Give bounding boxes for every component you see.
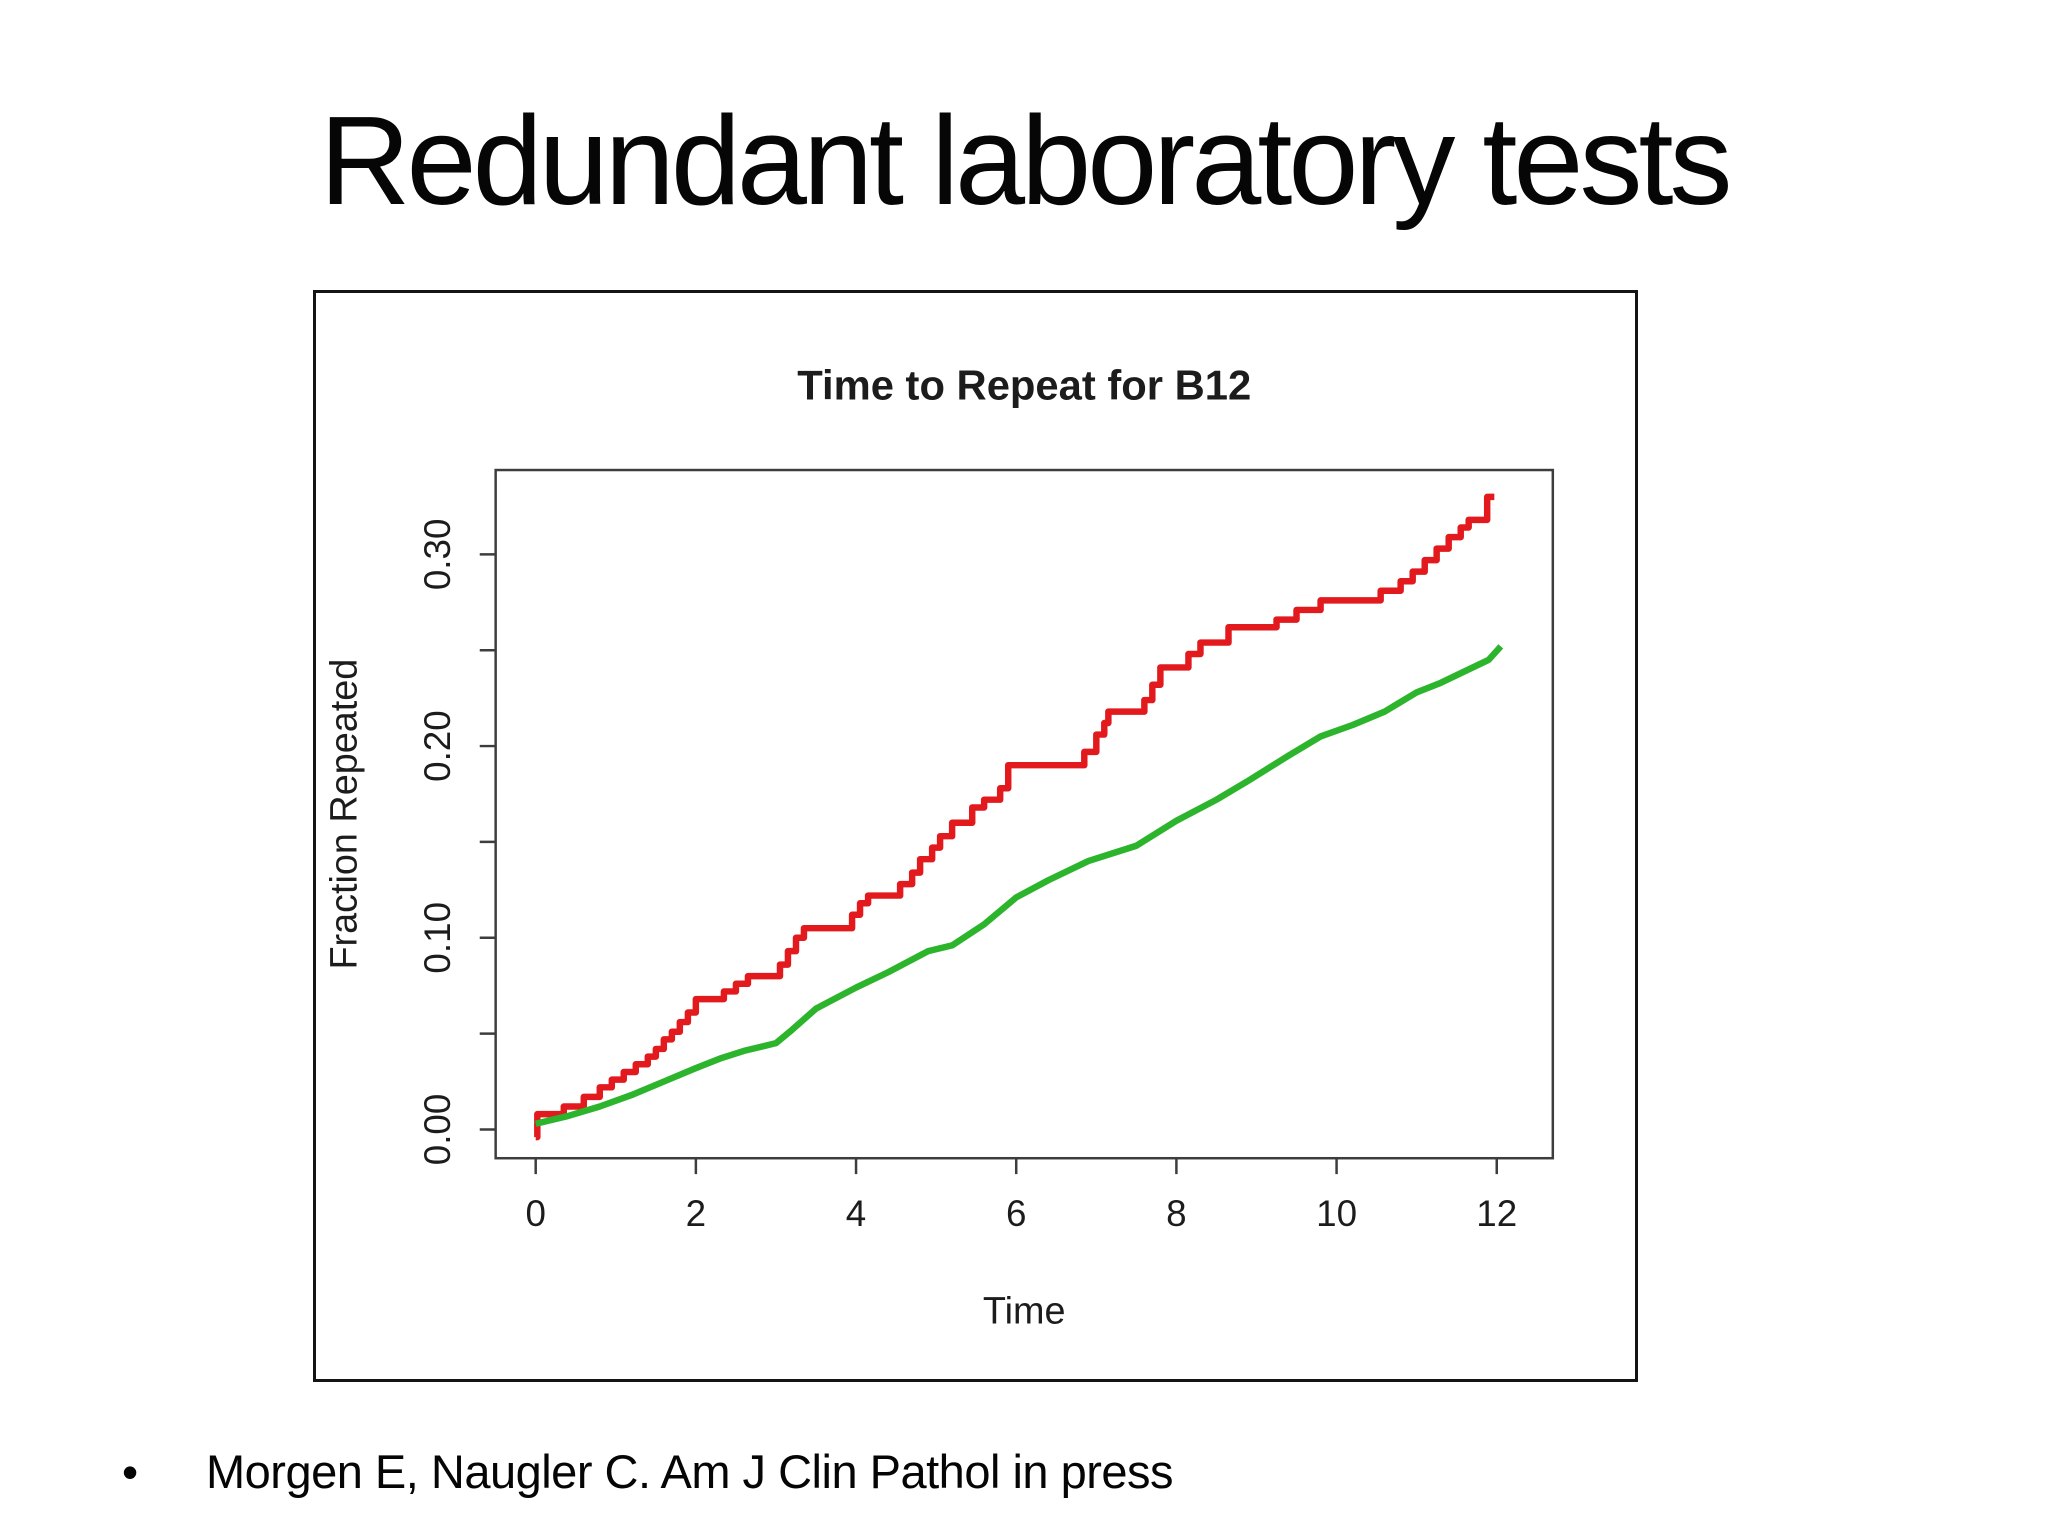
- chart-figure-box: Time to Repeat for B12 0 2 4 6 8 10 12 0.00 0.10 0…: [313, 290, 1638, 1382]
- x-tick-label: 12: [1476, 1193, 1517, 1234]
- y-axis-label: Fraction Repeated: [323, 659, 365, 970]
- plot-frame: [494, 468, 1555, 1160]
- x-tick-label: 10: [1316, 1193, 1357, 1234]
- citation-bullet-row: • Morgen E, Naugler C. Am J Clin Pathol …: [122, 1440, 1174, 1504]
- citation-text: Morgen E, Naugler C. Am J Clin Pathol in…: [206, 1445, 1174, 1498]
- y-tick-label: 0.10: [417, 902, 458, 974]
- repeat-fraction-upper-red-line: [534, 493, 1495, 1141]
- page-title: Redundant laboratory tests: [319, 90, 1733, 231]
- chart-title: Time to Repeat for B12: [797, 361, 1251, 408]
- x-axis-label: Time: [983, 1290, 1066, 1332]
- y-tick-label: 0.30: [417, 519, 458, 591]
- x-tick-label: 0: [525, 1193, 545, 1234]
- y-tick-label: 0.00: [417, 1094, 458, 1166]
- y-tick-label: 0.20: [417, 710, 458, 782]
- x-tick-label: 2: [686, 1193, 706, 1234]
- x-tick-label: 8: [1166, 1193, 1186, 1234]
- x-tick-label: 6: [1006, 1193, 1026, 1234]
- x-tick-label: 4: [846, 1193, 866, 1234]
- bullet-icon: •: [122, 1446, 139, 1498]
- repeat-fraction-lower-green-line: [534, 644, 1504, 1127]
- time-to-repeat-chart: Time to Repeat for B12 0 2 4 6 8 10 12 0.00 0.10 0…: [323, 361, 1555, 1332]
